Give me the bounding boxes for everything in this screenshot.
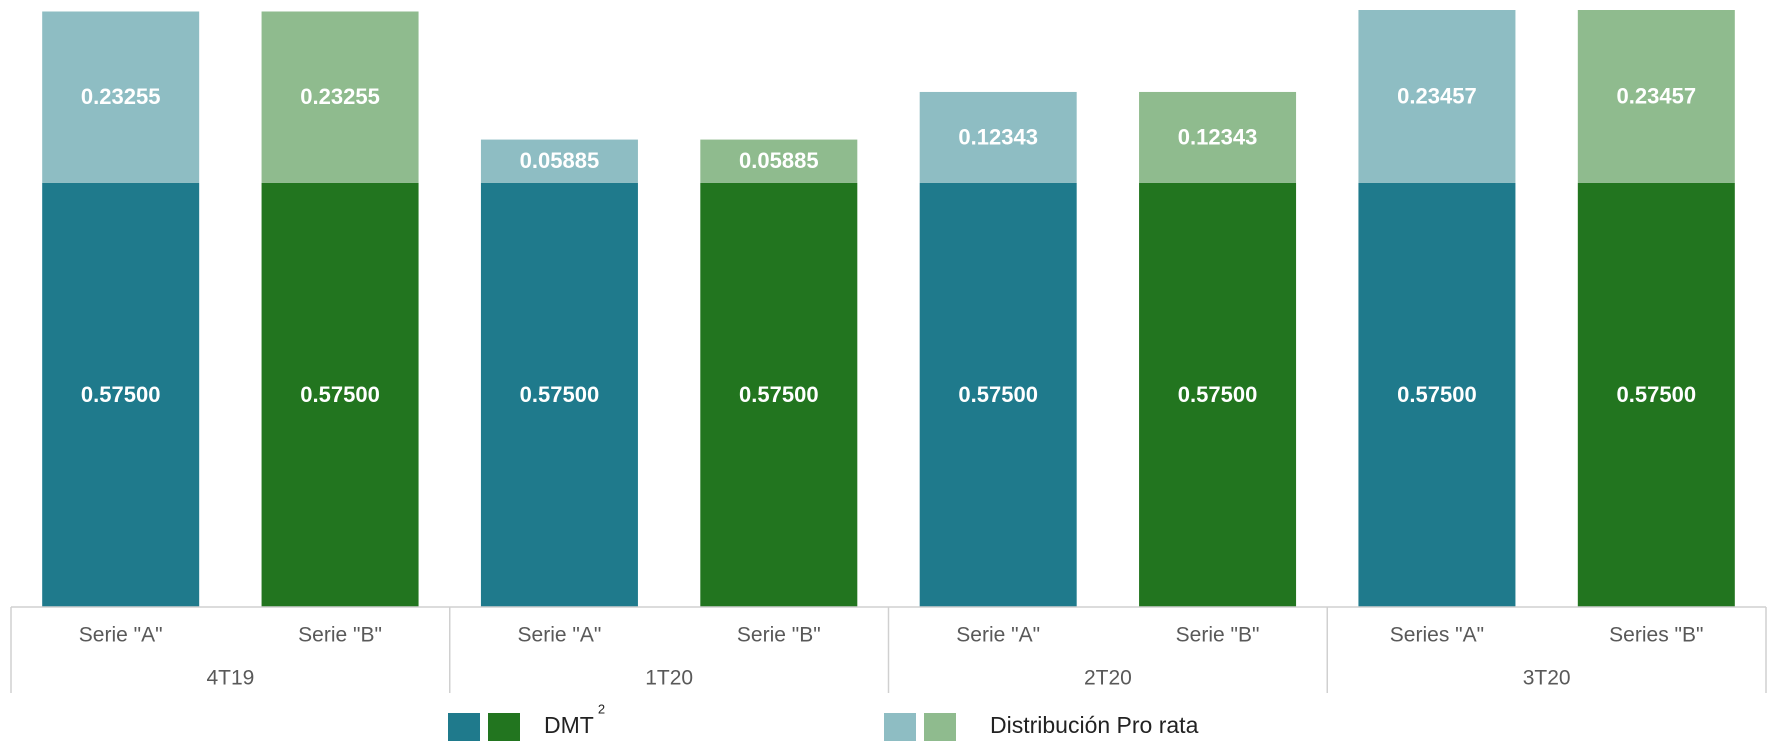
- legend-swatch: [924, 713, 956, 741]
- data-label: 0.57500: [1178, 382, 1258, 407]
- group-label: 1T20: [645, 667, 693, 690]
- data-label: 0.23255: [81, 84, 161, 109]
- data-label: 0.57500: [520, 382, 600, 407]
- bar-segment: [261, 11, 419, 183]
- legend-swatch: [448, 713, 480, 741]
- bar-segment: [919, 91, 1077, 183]
- data-label: 0.57500: [958, 382, 1038, 407]
- bar-segment: [42, 11, 200, 183]
- data-label: 0.23255: [300, 84, 380, 109]
- bar-segment: [42, 182, 200, 607]
- bar-segment: [919, 182, 1077, 607]
- data-label: 0.12343: [1178, 124, 1258, 149]
- x-tick-label: Serie "B": [1176, 624, 1260, 647]
- bar-segment: [1358, 10, 1516, 183]
- legend-swatch: [488, 713, 520, 741]
- bar-segment: [1139, 91, 1297, 183]
- x-tick-label: Series "B": [1609, 624, 1703, 647]
- bar-segment: [261, 182, 419, 607]
- data-label: 0.12343: [958, 124, 1038, 149]
- data-label: 0.57500: [300, 382, 380, 407]
- bar-segment: [1577, 182, 1735, 607]
- data-label: 0.57500: [81, 382, 161, 407]
- data-label: 0.23457: [1617, 83, 1697, 108]
- bar-segment: [480, 139, 638, 183]
- legend-label: Distribución Pro rata: [990, 712, 1199, 738]
- bar-segment: [1577, 10, 1735, 183]
- bar-segment: [1139, 182, 1297, 607]
- bar-segment: [700, 182, 858, 607]
- data-label: 0.57500: [1397, 382, 1477, 407]
- x-tick-label: Serie "A": [79, 624, 163, 647]
- x-tick-label: Serie "B": [298, 624, 382, 647]
- x-tick-label: Serie "A": [956, 624, 1040, 647]
- data-label: 0.05885: [520, 148, 600, 173]
- bar-segment: [700, 139, 858, 183]
- data-label: 0.57500: [739, 382, 819, 407]
- group-label: 4T19: [206, 667, 254, 690]
- legend-footnote: 2: [598, 701, 605, 716]
- legend-swatch: [884, 713, 916, 741]
- group-label: 2T20: [1084, 667, 1132, 690]
- bar-segment: [1358, 182, 1516, 607]
- x-tick-label: Serie "B": [737, 624, 821, 647]
- x-tick-label: Series "A": [1390, 624, 1484, 647]
- x-tick-label: Serie "A": [518, 624, 602, 647]
- group-label: 3T20: [1523, 667, 1571, 690]
- data-label: 0.57500: [1617, 382, 1697, 407]
- data-label: 0.23457: [1397, 83, 1477, 108]
- bar-segment: [480, 182, 638, 607]
- data-label: 0.05885: [739, 148, 819, 173]
- legend-label: DMT: [544, 712, 594, 738]
